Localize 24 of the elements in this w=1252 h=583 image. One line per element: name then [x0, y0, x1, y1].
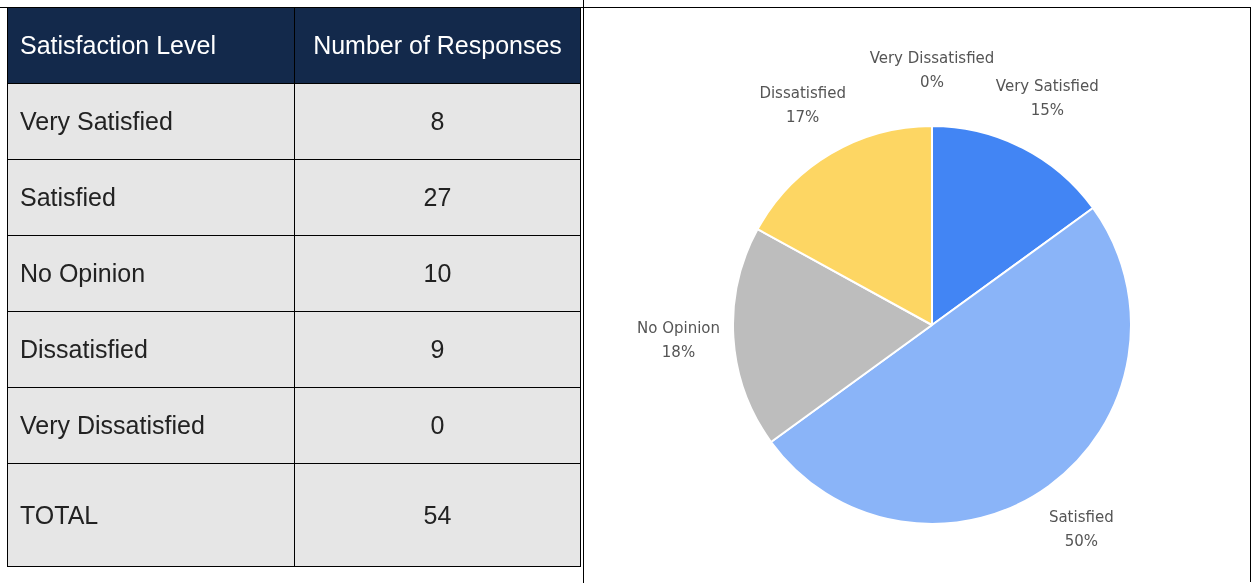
text: 0% — [920, 72, 944, 91]
data-label: 9 — [294, 311, 581, 388]
text: Satisfaction Level — [7, 7, 295, 84]
category-label: No Opinion — [7, 235, 295, 312]
data-label: 15% — [1030, 100, 1064, 119]
data-label: 10 — [294, 235, 581, 312]
category-label: Very Dissatisfied — [869, 48, 995, 67]
data-label: 18% — [661, 342, 696, 361]
slice-label: Very Satisfied — [995, 76, 1099, 95]
text: 54 — [423, 500, 452, 529]
data-label: 0 — [294, 387, 581, 464]
category-label: Dissatisfied — [7, 311, 295, 388]
category-label: Satisfied — [7, 159, 295, 236]
data-label: 17% — [786, 108, 820, 127]
text: Number of Responses — [294, 7, 581, 84]
data-label: 27 — [294, 159, 581, 236]
text: TOTAL — [7, 463, 295, 567]
slice-label: Dissatisfied — [759, 84, 847, 103]
data-label: 50% — [1064, 532, 1098, 551]
data-label: 8 — [294, 83, 581, 160]
category-label: Very Dissatisfied — [7, 387, 295, 464]
slice-label: Satisfied — [1048, 508, 1114, 527]
category-label: Very Satisfied — [7, 83, 295, 160]
slice-label: No Opinion — [636, 318, 721, 337]
